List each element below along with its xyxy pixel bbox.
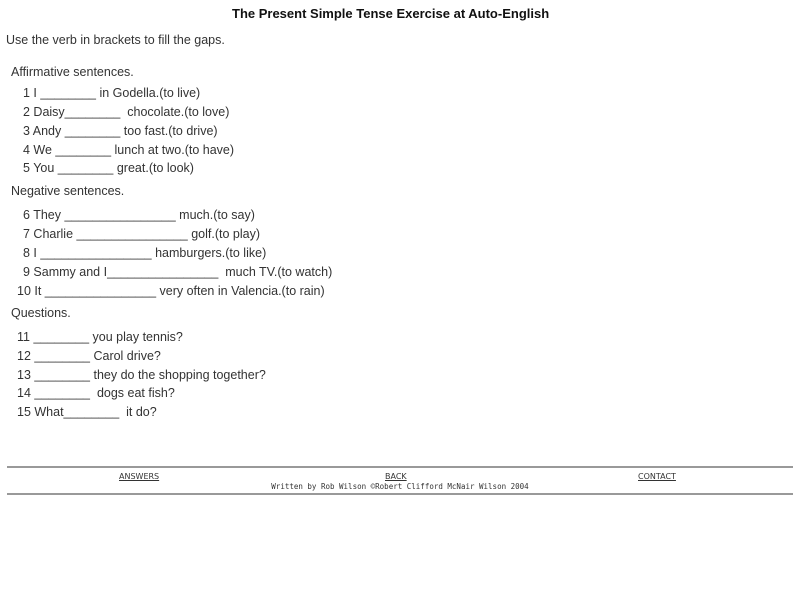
exercise-item: 6 They ________________ much.(to say) (23, 208, 255, 222)
section-heading-negative: Negative sentences. (11, 184, 125, 198)
exercise-item: 12 ________ Carol drive? (17, 349, 161, 363)
exercise-item: 14 ________ dogs eat fish? (17, 386, 175, 400)
exercise-item: 9 Sammy and I________________ much TV.(t… (23, 265, 333, 279)
section-heading-questions: Questions. (11, 306, 71, 320)
exercise-item: 15 What________ it do? (17, 405, 157, 419)
exercise-item: 2 Daisy________ chocolate.(to love) (23, 105, 230, 119)
page-title-text: The Present Simple Tense Exercise at Aut… (232, 6, 550, 21)
instructions: Use the verb in brackets to fill the gap… (6, 33, 225, 47)
back-link[interactable]: BACK (385, 472, 407, 481)
exercise-item: 3 Andy ________ too fast.(to drive) (23, 124, 218, 138)
exercise-item: 5 You ________ great.(to look) (23, 161, 194, 175)
footer-divider-bottom (7, 493, 793, 495)
exercise-item: 4 We ________ lunch at two.(to have) (23, 143, 235, 157)
exercise-item: 8 I ________________ hamburgers.(to like… (23, 246, 267, 260)
footer-credit: Written by Rob Wilson ©Robert Clifford M… (271, 482, 529, 491)
answers-link[interactable]: ANSWERS (119, 472, 160, 481)
footer-divider-top (7, 466, 793, 468)
exercise-item: 1 I ________ in Godella.(to live) (23, 86, 201, 100)
contact-link[interactable]: CONTACT (638, 472, 676, 481)
exercise-item: 7 Charlie ________________ golf.(to play… (23, 227, 260, 241)
exercise-item: 11 ________ you play tennis? (17, 330, 183, 344)
exercise-item: 13 ________ they do the shopping togethe… (17, 368, 266, 382)
exercise-item: 10 It ________________ very often in Val… (17, 284, 325, 298)
section-heading-affirmative: Affirmative sentences. (11, 65, 134, 79)
